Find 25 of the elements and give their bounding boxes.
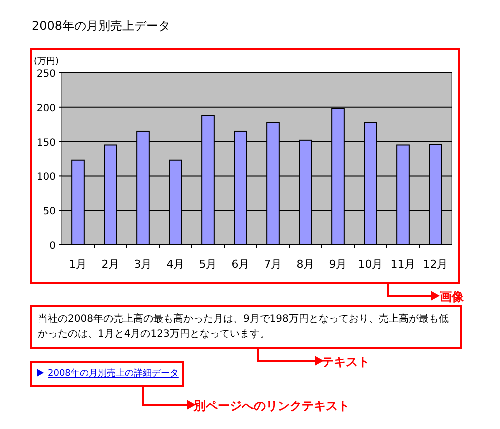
- text: テキスト: [322, 354, 370, 371]
- y-tick-label: 200: [36, 103, 56, 114]
- x-tick-label: 2月: [102, 258, 120, 271]
- y-tick-label: 150: [36, 138, 56, 149]
- x-tick-label: 1月: [69, 258, 88, 271]
- x-tick-label: 8月: [296, 258, 315, 271]
- y-axis-title: (万円): [34, 57, 60, 67]
- x-tick-label: 3月: [134, 258, 152, 271]
- y-tick-label: 100: [36, 172, 56, 184]
- x-tick-label: 12月: [423, 258, 448, 271]
- text: 2008年の月別売上の詳細データ: [48, 368, 179, 380]
- x-tick-label: 5月: [199, 258, 218, 271]
- x-tick-label: 7月: [264, 258, 282, 271]
- text: 画像: [440, 289, 464, 306]
- x-tick-label: 11月: [390, 258, 416, 271]
- text: 別ページへのリンクテキスト: [194, 398, 350, 415]
- y-tick-label: 0: [50, 241, 56, 252]
- x-tick-label: 4月: [166, 258, 185, 271]
- chart-title: 2008年の月別売上データ: [32, 18, 171, 35]
- text: 当社の2008年の売上高の最も高かった月は、9月で198万円となっており、売上高が最も低かったのは、1月と4月の123万円となっています。: [38, 312, 450, 342]
- y-tick-label: 250: [36, 69, 56, 80]
- x-tick-label: 6月: [232, 258, 250, 271]
- y-tick-label: 50: [43, 206, 56, 218]
- x-tick-label: 9月: [329, 258, 348, 271]
- x-tick-label: 10月: [358, 258, 384, 271]
